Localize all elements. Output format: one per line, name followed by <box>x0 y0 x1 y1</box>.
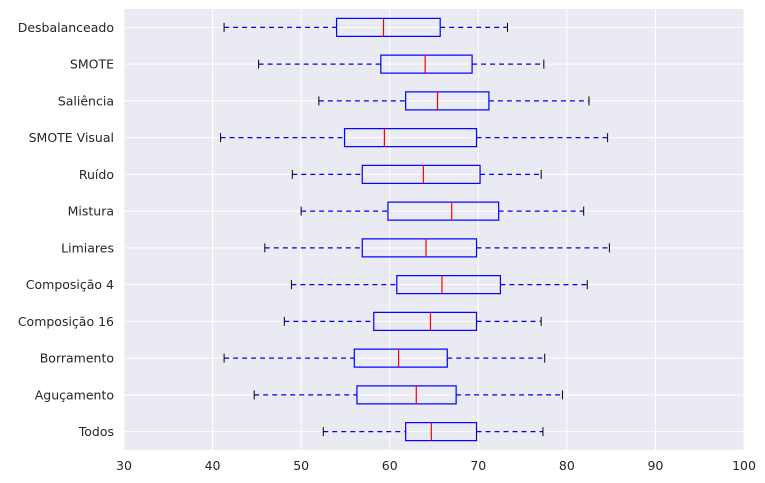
box-group <box>283 311 542 331</box>
x-tick-label: 30 <box>116 458 132 473</box>
x-tick-label: 60 <box>382 458 398 473</box>
category-label: Mistura <box>68 204 114 219</box>
category-label: Ruído <box>79 167 114 182</box>
x-tick-label: 80 <box>559 458 575 473</box>
category-label: SMOTE Visual <box>29 130 114 145</box>
box <box>335 17 441 37</box>
box <box>380 54 473 74</box>
category-label: Saliência <box>58 93 114 108</box>
box-group <box>291 164 542 184</box>
box <box>373 311 478 331</box>
category-label: SMOTE <box>70 57 114 72</box>
x-tick-label: 50 <box>293 458 309 473</box>
x-tick-labels: 30 40 50 60 70 80 90 100 <box>116 458 756 473</box>
box-group <box>223 348 546 368</box>
box-group <box>253 385 563 405</box>
category-label: Composição 16 <box>18 314 114 329</box>
x-tick-label: 70 <box>470 458 486 473</box>
x-tick-label: 40 <box>205 458 221 473</box>
box-group <box>220 128 609 148</box>
box <box>361 164 481 184</box>
box-group <box>223 17 509 37</box>
category-label: Desbalanceado <box>18 20 114 35</box>
box-group <box>290 275 588 295</box>
box <box>361 238 478 258</box>
box <box>387 201 500 221</box>
box-group <box>264 238 610 258</box>
category-label: Aguçamento <box>35 387 114 402</box>
x-tick-label: 100 <box>732 458 756 473</box>
box-group <box>322 422 544 442</box>
box-group <box>318 91 590 111</box>
box <box>405 91 490 111</box>
category-label: Composição 4 <box>26 277 114 292</box>
grid-lines <box>123 9 745 450</box>
plot-area <box>124 9 744 450</box>
box-group <box>258 54 545 74</box>
box <box>396 275 502 295</box>
box <box>405 422 478 442</box>
category-label: Borramento <box>40 351 114 366</box>
box <box>356 385 457 405</box>
category-label: Todos <box>78 424 114 439</box>
category-label: Limiares <box>61 240 114 255</box>
box <box>343 128 478 148</box>
x-tick-label: 90 <box>647 458 663 473</box>
box-group <box>300 201 585 221</box>
boxes <box>220 17 610 442</box>
category-labels: Desbalanceado SMOTE Saliência SMOTE Visual R… <box>18 20 114 439</box>
box <box>353 348 448 368</box>
